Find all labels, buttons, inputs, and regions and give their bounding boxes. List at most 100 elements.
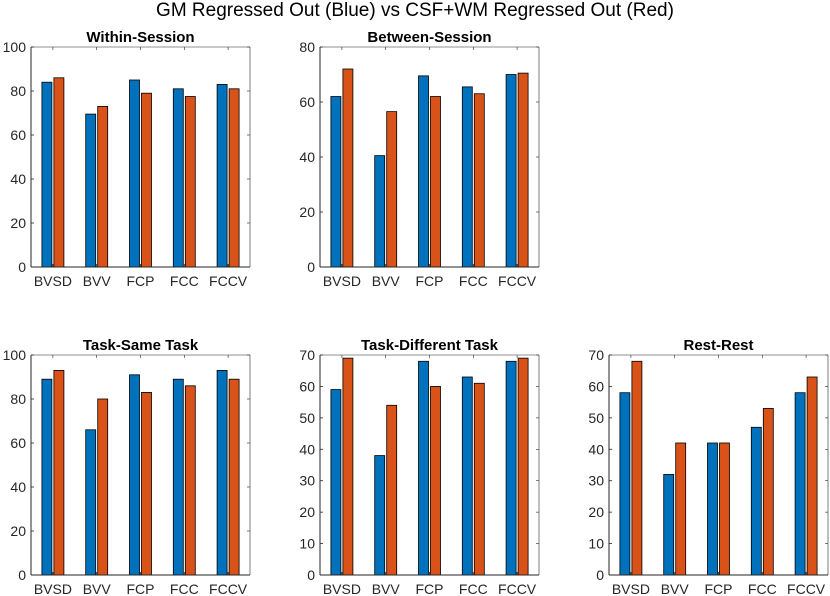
x-tick-label: BVV (372, 273, 401, 289)
x-tick-label: BVSD (34, 581, 72, 596)
bar-blue-bvsd (41, 81, 53, 268)
x-tick-label: BVV (83, 273, 112, 289)
y-tick-label: 40 (588, 441, 604, 457)
bar-blue-fccv (216, 369, 228, 576)
bar-blue-fcp (129, 374, 140, 576)
y-tick-label: 80 (299, 39, 315, 55)
bar-red-bvsd (631, 360, 643, 576)
bar-blue-bvv (374, 455, 386, 576)
y-tick-label: 100 (3, 39, 27, 55)
y-tick-label: 20 (10, 215, 26, 231)
chart-4: Task-Different Task 0 10 20 30 40 50 60 70 BVSD BV… (299, 337, 540, 596)
y-tick-label: 30 (299, 473, 315, 489)
y-tick-label: 40 (10, 171, 26, 187)
x-tick-label: BVV (83, 581, 112, 596)
y-tick-label: 20 (299, 504, 315, 520)
bar-red-bvsd (342, 68, 354, 268)
x-tick-label: BVV (372, 581, 401, 596)
bar-red-fcc (762, 408, 774, 576)
bar-blue-fccv (216, 84, 228, 268)
y-tick-label: 60 (10, 435, 26, 451)
x-tick-label: FCCV (209, 581, 248, 596)
y-tick-label: 40 (10, 479, 26, 495)
y-tick-label: 50 (299, 410, 315, 426)
y-tick-label: 0 (307, 567, 315, 583)
x-tick-label: BVSD (612, 581, 650, 596)
y-tick-label: 0 (596, 567, 604, 583)
chart-5: Rest-Rest 0 10 20 30 40 50 60 70 BVSD BVV FCP FCC FCC… (588, 337, 829, 596)
x-tick-label: FCP (705, 581, 733, 596)
x-tick-label: FCP (127, 581, 155, 596)
y-tick-label: 10 (588, 536, 604, 552)
y-tick-label: 70 (299, 347, 315, 363)
y-tick-label: 50 (588, 410, 604, 426)
bar-red-bvsd (342, 357, 354, 576)
y-tick-label: 0 (18, 567, 26, 583)
chart-title: Task-Same Task (83, 337, 199, 354)
chart-title: Within-Session (86, 29, 194, 46)
bar-blue-bvsd (330, 96, 342, 268)
y-tick-label: 30 (588, 473, 604, 489)
chart-1: Within-Session 0 20 40 60 80 100 BVSD BVV FCP FCC F… (3, 29, 251, 289)
bar-red-fccv (806, 376, 818, 576)
bar-red-bvsd (53, 77, 65, 268)
bar-red-bvv (386, 404, 398, 576)
chart-title: Between-Session (367, 29, 491, 46)
bar-red-fccv (228, 378, 240, 576)
figure-suptitle: GM Regressed Out (Blue) vs CSF+WM Regres… (156, 0, 674, 21)
bar-blue-fcc (461, 376, 473, 576)
bar-red-fccv (228, 88, 240, 268)
y-tick-label: 60 (588, 378, 604, 394)
x-tick-label: BVSD (323, 581, 361, 596)
y-tick-label: 10 (299, 536, 315, 552)
chart-3: Task-Same Task 0 20 40 60 80 100 BVSD BVV FCP FCC F… (3, 337, 251, 596)
bar-red-fcc (473, 93, 485, 268)
x-tick-label: BVSD (34, 273, 72, 289)
bar-red-fcp (141, 391, 152, 576)
bar-red-fcc (184, 96, 196, 268)
bar-blue-fcc (461, 86, 473, 268)
bar-blue-fcp (418, 75, 429, 268)
bar-red-fccv (517, 357, 529, 576)
bar-red-bvsd (53, 369, 65, 576)
bar-red-bvv (97, 106, 109, 268)
bar-blue-fccv (505, 74, 517, 268)
bar-blue-bvv (374, 155, 386, 268)
bar-blue-fcp (418, 360, 429, 576)
bar-blue-bvsd (41, 378, 53, 576)
bar-red-fcp (430, 96, 441, 268)
bar-blue-fcc (750, 426, 762, 576)
bar-blue-fcc (172, 378, 184, 576)
bar-red-fcp (719, 442, 730, 576)
bar-blue-bvv (85, 113, 97, 268)
y-tick-label: 20 (588, 504, 604, 520)
x-tick-label: FCCV (498, 581, 537, 596)
x-tick-label: FCCV (787, 581, 826, 596)
bar-blue-bvv (85, 429, 97, 576)
x-tick-label: FCP (127, 273, 155, 289)
x-tick-label: BVV (661, 581, 690, 596)
bar-blue-bvsd (619, 392, 631, 576)
bar-blue-fccv (505, 360, 517, 576)
bar-red-bvv (386, 111, 398, 268)
x-tick-label: FCCV (209, 273, 248, 289)
bar-red-bvv (97, 398, 109, 576)
chart-title: Rest-Rest (683, 337, 753, 354)
bar-red-fcp (430, 386, 441, 576)
bar-blue-fcp (707, 442, 718, 576)
y-tick-label: 70 (588, 347, 604, 363)
bar-blue-fcp (129, 79, 140, 268)
x-tick-label: FCC (459, 581, 488, 596)
x-tick-label: FCC (170, 581, 199, 596)
y-tick-label: 20 (10, 523, 26, 539)
chart-2: Between-Session 0 20 40 60 80 BVSD BVV FCP FCC FCC… (299, 29, 540, 289)
y-tick-label: 60 (10, 127, 26, 143)
bar-red-bvv (675, 442, 687, 576)
y-tick-label: 0 (18, 259, 26, 275)
y-tick-label: 100 (3, 347, 27, 363)
x-tick-label: FCC (170, 273, 199, 289)
y-tick-label: 40 (299, 149, 315, 165)
bar-red-fcc (184, 385, 196, 576)
x-tick-label: BVSD (323, 273, 361, 289)
